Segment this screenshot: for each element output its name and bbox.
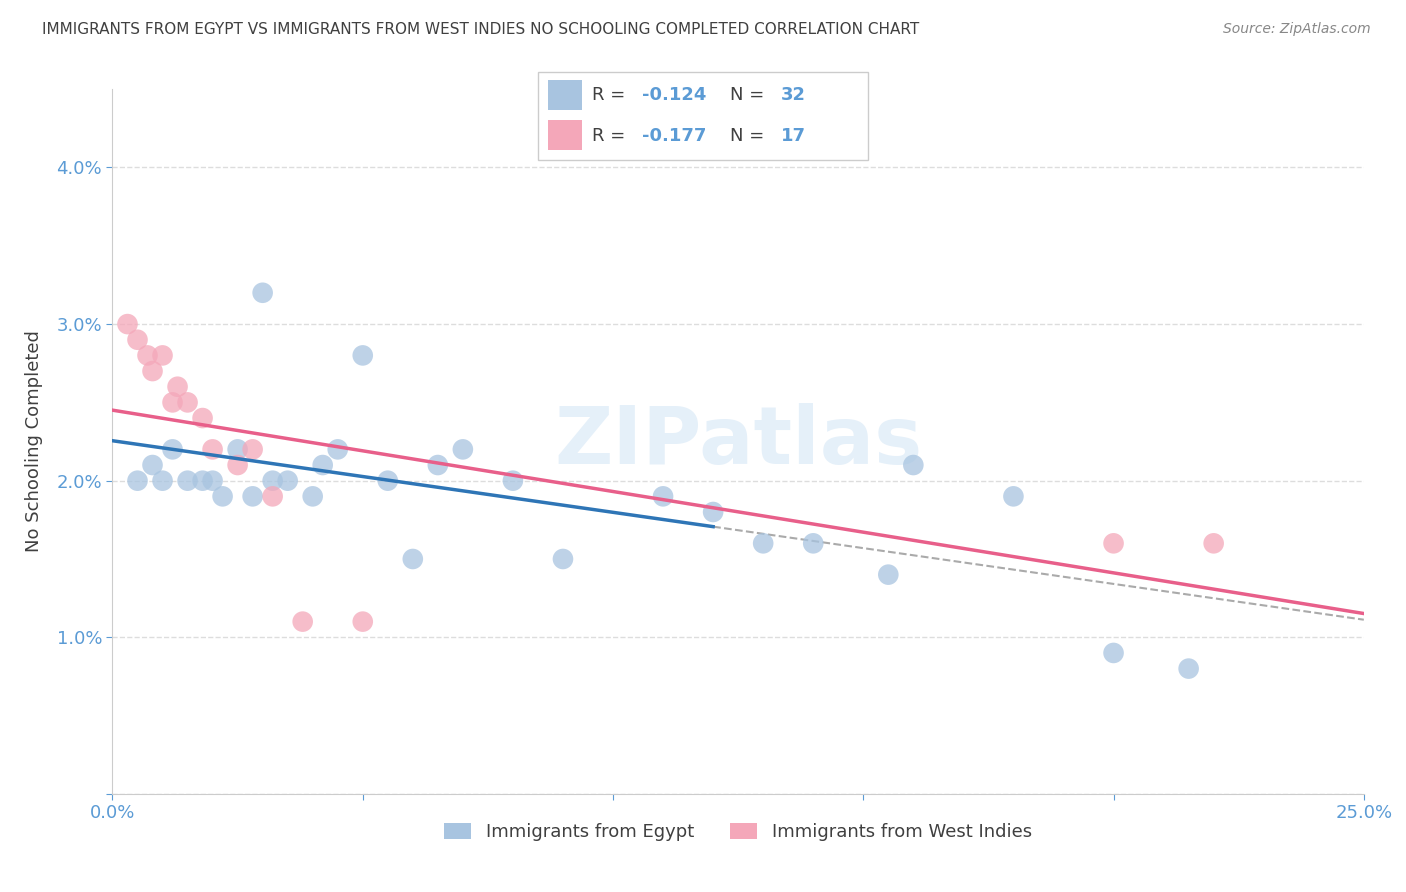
FancyBboxPatch shape xyxy=(537,72,869,160)
Point xyxy=(752,536,775,550)
Point xyxy=(291,615,314,629)
Point xyxy=(1177,662,1199,676)
Point xyxy=(551,552,574,566)
Point xyxy=(141,364,163,378)
FancyBboxPatch shape xyxy=(548,80,582,110)
Point xyxy=(277,474,299,488)
Point xyxy=(262,474,284,488)
Point xyxy=(426,458,449,472)
Point xyxy=(252,285,274,300)
Point xyxy=(141,458,163,472)
Legend: Immigrants from Egypt, Immigrants from West Indies: Immigrants from Egypt, Immigrants from W… xyxy=(437,815,1039,848)
Point xyxy=(1102,536,1125,550)
Point xyxy=(136,348,159,362)
Text: R =: R = xyxy=(592,127,631,145)
Point xyxy=(211,489,233,503)
Text: Source: ZipAtlas.com: Source: ZipAtlas.com xyxy=(1223,22,1371,37)
Point xyxy=(702,505,724,519)
Point xyxy=(352,615,374,629)
Point xyxy=(226,442,249,457)
Point xyxy=(152,474,174,488)
Text: N =: N = xyxy=(730,127,770,145)
Point xyxy=(1202,536,1225,550)
Point xyxy=(191,474,214,488)
Text: -0.124: -0.124 xyxy=(643,87,707,104)
Point xyxy=(176,474,198,488)
Point xyxy=(877,567,900,582)
Point xyxy=(201,442,224,457)
Point xyxy=(801,536,824,550)
Point xyxy=(652,489,675,503)
Point xyxy=(262,489,284,503)
Point xyxy=(1002,489,1025,503)
Point xyxy=(242,489,264,503)
Point xyxy=(162,442,184,457)
Point xyxy=(201,474,224,488)
Text: -0.177: -0.177 xyxy=(643,127,707,145)
Point xyxy=(127,333,149,347)
Point xyxy=(903,458,925,472)
Text: N =: N = xyxy=(730,87,770,104)
FancyBboxPatch shape xyxy=(548,120,582,150)
Point xyxy=(176,395,198,409)
Point xyxy=(242,442,264,457)
Point xyxy=(377,474,399,488)
Point xyxy=(451,442,474,457)
Point xyxy=(402,552,425,566)
Point xyxy=(312,458,335,472)
Text: 32: 32 xyxy=(780,87,806,104)
Point xyxy=(301,489,323,503)
Point xyxy=(127,474,149,488)
Point xyxy=(502,474,524,488)
Point xyxy=(352,348,374,362)
Y-axis label: No Schooling Completed: No Schooling Completed xyxy=(24,331,42,552)
Point xyxy=(162,395,184,409)
Point xyxy=(191,411,214,425)
Point xyxy=(1102,646,1125,660)
Point xyxy=(166,380,188,394)
Point xyxy=(226,458,249,472)
Point xyxy=(152,348,174,362)
Text: IMMIGRANTS FROM EGYPT VS IMMIGRANTS FROM WEST INDIES NO SCHOOLING COMPLETED CORR: IMMIGRANTS FROM EGYPT VS IMMIGRANTS FROM… xyxy=(42,22,920,37)
Text: 17: 17 xyxy=(780,127,806,145)
Point xyxy=(326,442,349,457)
Text: ZIPatlas: ZIPatlas xyxy=(554,402,922,481)
Text: R =: R = xyxy=(592,87,631,104)
Point xyxy=(117,317,139,331)
